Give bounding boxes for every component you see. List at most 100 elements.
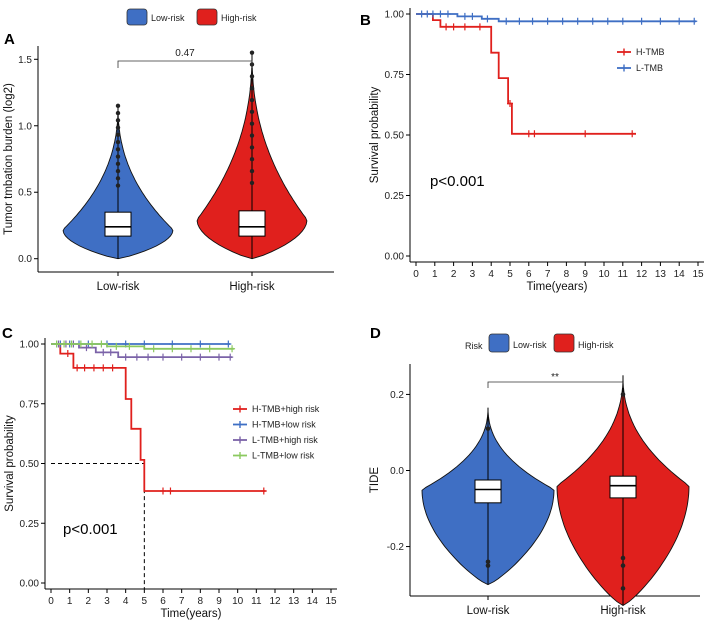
censor-mark [81, 364, 88, 372]
panel-c: 0.000.250.500.751.000 1 2 3 4 5 6 7 8 9 10 11 12 13 14… [2, 325, 337, 620]
legend-swatch-high [196, 8, 218, 26]
panel-d-letter: D [370, 325, 381, 342]
censor-mark [443, 23, 450, 31]
legend-label: H-TMB+high risk [252, 404, 320, 414]
outlier-point [249, 157, 255, 162]
censor-mark [544, 17, 551, 25]
censor-mark [90, 364, 97, 372]
x-tick-label: 11 [251, 596, 262, 607]
censor-mark [582, 130, 589, 138]
outlier-point [115, 118, 121, 123]
x-tick-label: 6 [526, 269, 532, 280]
y-axis-label: Survival probability [369, 86, 381, 183]
x-tick-label: 3 [104, 596, 110, 607]
censor-mark [227, 353, 234, 361]
outlier-point [115, 125, 121, 130]
y-tick-label: 1.00 [385, 10, 405, 21]
censor-mark [476, 23, 483, 31]
y-axis-label: Tumor tmbation burden (log2) [3, 83, 15, 235]
x-axis-label: Time(years) [527, 281, 588, 293]
censor-mark [619, 17, 626, 25]
outlier-point [115, 176, 121, 181]
outlier-point [115, 183, 121, 188]
censor-mark [77, 340, 84, 348]
censor-mark [216, 353, 222, 361]
legend-label: L-TMB+high risk [252, 435, 318, 445]
censor-mark [83, 344, 90, 352]
censor-mark [107, 348, 114, 356]
outlier-point [249, 133, 255, 138]
censor-mark [68, 340, 75, 348]
outlier-point [115, 110, 121, 116]
x-tick-label: 3 [470, 269, 476, 280]
p-value: p<0.001 [430, 173, 485, 190]
censor-mark [150, 345, 157, 353]
censor-mark [507, 100, 513, 108]
legend-label: H-TMB+low risk [252, 420, 316, 430]
comparison-bracket [117, 60, 253, 68]
x-tick-label: 7 [545, 269, 551, 280]
km-curve-h-tmb-high-risk [51, 343, 266, 492]
y-tick-label: 0.00 [385, 252, 405, 263]
censor-mark [100, 348, 107, 356]
legend-label-high: High-risk [221, 13, 257, 23]
censor-mark [629, 130, 636, 138]
x-tick-label: 0 [413, 269, 419, 280]
y-axis-label: TIDE [369, 467, 381, 494]
censor-mark [61, 340, 68, 348]
censor-mark [461, 12, 468, 20]
censor-mark [178, 353, 185, 361]
panel-a: A Low-risk High-risk 0.0 0.5 1.0 1.5 Tumor tmba… [3, 8, 334, 293]
x-tick-label: 13 [655, 269, 667, 280]
censor-mark [160, 487, 166, 495]
censor-mark [98, 340, 105, 348]
x-tick-label: 15 [325, 596, 337, 607]
censor-mark [437, 10, 444, 18]
outlier-point [249, 145, 255, 150]
censor-mark [229, 345, 236, 353]
p-value: p<0.001 [63, 521, 118, 538]
box [238, 210, 266, 237]
x-tick-label: 14 [674, 269, 686, 280]
panel-a-letter: A [4, 31, 15, 48]
outlier-point [115, 147, 121, 152]
y-tick-label: 0.75 [385, 70, 405, 81]
outlier-point [115, 132, 121, 138]
censor-mark [225, 340, 232, 348]
outlier-point [249, 85, 255, 91]
x-tick-label: 7 [179, 596, 185, 607]
censor-mark [188, 345, 194, 353]
km-curve-l-tmb [416, 13, 697, 23]
outlier-point [115, 168, 121, 174]
censor-mark [444, 10, 451, 18]
censor-mark [145, 353, 152, 361]
outlier-point [249, 109, 255, 115]
censor-mark [53, 340, 60, 348]
y-tick-label: 0.50 [385, 131, 405, 142]
outlier-point [115, 154, 121, 159]
x-tick-label: 11 [618, 269, 629, 280]
panel-d: D Risk Low-risk High-risk -0.2 0.0 0.2 TIDE Low-… [369, 325, 700, 617]
y-tick-label: 1.0 [18, 121, 32, 132]
x-tick-label: 9 [582, 269, 588, 280]
legend-swatch-high [553, 333, 575, 353]
censor-mark [167, 487, 174, 495]
legend-label-low: Low-risk [151, 13, 185, 23]
x-tick-label: Low-risk [467, 605, 510, 617]
outlier-point [249, 121, 255, 126]
y-tick-label: -0.2 [387, 542, 405, 553]
x-tick-label: 12 [269, 596, 281, 607]
censor-mark [429, 10, 436, 18]
y-tick-label: 0.50 [20, 459, 40, 470]
x-axis-label: Time(years) [161, 608, 222, 620]
y-tick-label: 0.0 [18, 254, 32, 265]
x-tick-label: 5 [142, 596, 148, 607]
censor-mark [450, 23, 457, 31]
x-tick-label: 13 [288, 596, 300, 607]
outlier-point [115, 139, 121, 145]
x-tick-label: 15 [692, 269, 704, 280]
x-tick-label: 6 [160, 596, 166, 607]
censor-mark [461, 23, 468, 31]
outlier-point [249, 180, 255, 186]
